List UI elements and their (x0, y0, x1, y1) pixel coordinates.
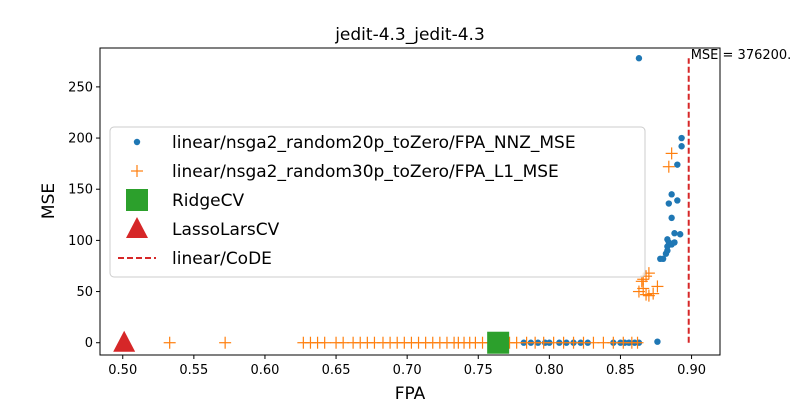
axes-frame (99, 47, 721, 356)
series-2-point-0 (487, 331, 510, 354)
chart-title: jedit-4.3_jedit-4.3 (334, 25, 485, 45)
series-1-point-45 (631, 336, 644, 349)
x-tick-label-0: 0.50 (108, 363, 137, 378)
series-0-point-26 (671, 239, 678, 246)
y-axis-label: MSE (39, 183, 59, 219)
x-tick-label-7: 0.85 (606, 363, 635, 378)
series-1-point-57 (665, 147, 678, 160)
legend-marker-1 (131, 165, 143, 177)
y-tick-label-0: 0 (85, 336, 93, 351)
x-axis-label: FPA (395, 384, 426, 400)
x-tick-label-1: 0.55 (179, 363, 208, 378)
legend-label-2: RidgeCV (172, 191, 244, 211)
series-0-point-33 (674, 161, 681, 168)
x-axis-ticks: 0.50 0.55 0.60 0.65 0.70 0.75 0.80 0.85 0.90 (108, 355, 706, 378)
series-3-point-0 (113, 330, 136, 352)
x-tick-label-5: 0.75 (464, 363, 493, 378)
y-tick-label-4: 200 (68, 132, 93, 147)
y-tick-label-2: 100 (68, 234, 93, 249)
legend-label-1: linear/nsga2_random30p_toZero/FPA_L1_MSE (172, 162, 559, 182)
series-0-point-32 (674, 197, 681, 204)
y-tick-label-1: 50 (76, 285, 93, 300)
series-1-point-51 (651, 280, 664, 293)
mse-annotation: MSE = 376200. (691, 48, 792, 63)
series-0-point-27 (676, 231, 684, 238)
series-1-point-0 (163, 336, 176, 349)
legend-label-0: linear/nsga2_random20p_toZero/FPA_NNZ_MS… (172, 133, 576, 153)
plot-marks (113, 55, 690, 354)
series-0-point-28 (671, 230, 678, 237)
series-0-point-35 (678, 134, 685, 142)
legend-marker-3 (126, 217, 148, 238)
x-tick-label-3: 0.65 (322, 363, 351, 378)
series-0-point-30 (665, 200, 673, 207)
series-0-point-34 (678, 143, 685, 150)
series-1-point-48 (640, 288, 653, 301)
x-tick-label-8: 0.90 (677, 363, 706, 378)
series-0-point-16 (654, 338, 661, 345)
legend: linear/nsga2_random20p_toZero/FPA_NNZ_MS… (109, 126, 646, 278)
x-tick-label-4: 0.70 (393, 363, 422, 378)
series-0-point-17 (635, 55, 643, 62)
series-1-point-5 (318, 336, 331, 349)
legend-label-4: linear/CoDE (172, 249, 272, 269)
series-1-point-1 (219, 336, 232, 349)
series-0-point-25 (664, 236, 671, 243)
series-0-point-29 (668, 214, 675, 222)
series-0-point-31 (668, 191, 675, 198)
x-tick-label-6: 0.80 (535, 363, 564, 378)
y-tick-label-5: 250 (68, 80, 93, 95)
legend-marker-0 (133, 138, 141, 146)
y-axis-ticks: 0 50 100 150 200 250 (68, 80, 100, 351)
legend-label-3: LassoLarsCV (172, 220, 280, 240)
series-1-point-50 (647, 287, 660, 300)
series-1-point-56 (662, 160, 675, 173)
series-0-point-19 (659, 255, 667, 263)
y-tick-label-3: 150 (68, 183, 93, 198)
legend-box (109, 126, 646, 278)
x-tick-label-2: 0.60 (250, 363, 279, 378)
legend-marker-2 (126, 189, 148, 211)
